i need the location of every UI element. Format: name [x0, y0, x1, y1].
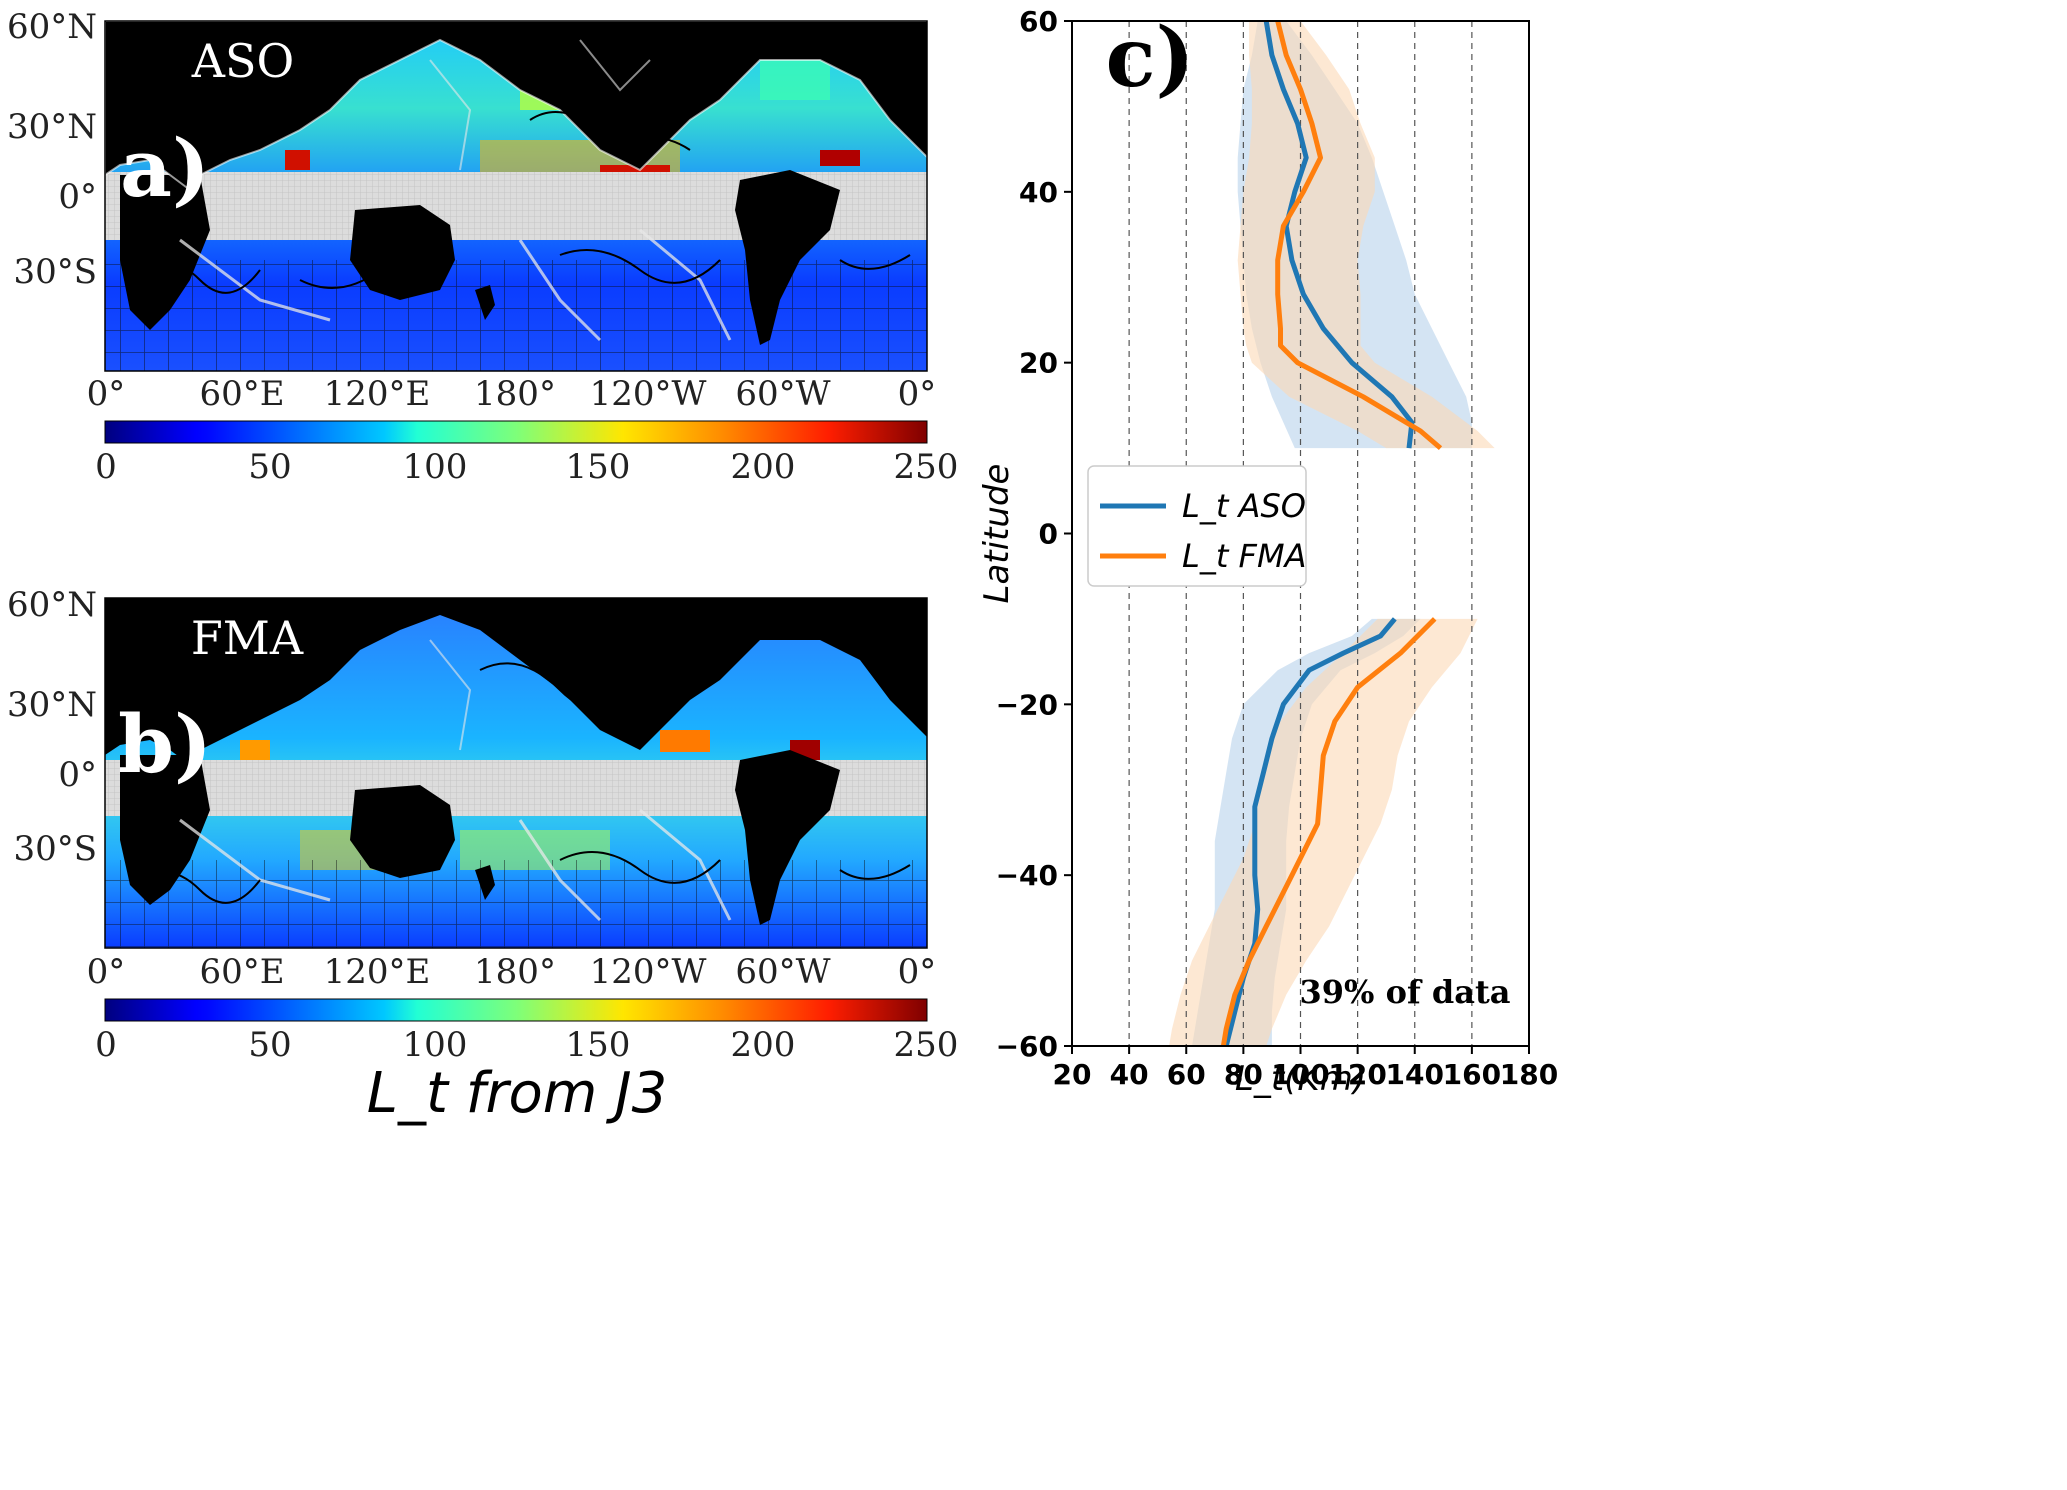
map-a-cbar-tick-4: 200 — [731, 447, 796, 487]
map-b-cbar-tick-4: 200 — [731, 1025, 796, 1065]
map-a-lat-axis: 60°N 30°N 0° 30°S — [7, 7, 97, 292]
panel-c-legend: L_t ASO L_t FMA — [1087, 465, 1307, 587]
map-a-cbar-tick-3: 150 — [566, 447, 631, 487]
map-b-cbar-tick-5: 250 — [894, 1025, 959, 1065]
legend-label-1: L_t FMA — [1182, 537, 1306, 575]
map-a: ASO a) 60°N 30°N 0° 30°S 0° 60°E 120°E 1… — [7, 7, 958, 487]
map-a-panel-label: a) — [120, 121, 210, 215]
map-a-lat-tick-2: 0° — [58, 177, 97, 217]
map-a-lat-tick-3: 30°S — [13, 252, 97, 292]
map-a-lat-tick-0: 60°N — [7, 7, 97, 47]
map-a-lon-tick-6: 0° — [898, 374, 937, 414]
x-tick-20: 20 — [1053, 1058, 1092, 1091]
map-b-field — [105, 598, 927, 948]
map-a-lon-tick-4: 120°W — [590, 374, 707, 414]
line-aso-north — [1263, 20, 1415, 449]
y-tick--60: −60 — [996, 1030, 1058, 1063]
map-a-colorbar — [104, 420, 928, 444]
panel-c-xlabel: L_t(Km) — [1235, 1059, 1366, 1099]
map-b-lat-tick-0: 60°N — [7, 585, 97, 625]
colorbar-title: L_t from J3 — [367, 1061, 667, 1126]
y-tick-0: 0 — [1039, 518, 1058, 551]
map-b-cbar-tick-0: 0 — [95, 1025, 117, 1065]
x-tick-140: 140 — [1386, 1058, 1444, 1091]
map-a-cbar-tick-2: 100 — [403, 447, 468, 487]
map-a-lon-axis: 0° 60°E 120°E 180° 120°W 60°W 0° — [87, 374, 937, 414]
map-b-lon-tick-3: 180° — [474, 952, 556, 992]
map-b-lat-axis: 60°N 30°N 0° 30°S — [7, 585, 97, 869]
map-b-lon-tick-4: 120°W — [590, 952, 707, 992]
map-b-lon-tick-5: 60°W — [735, 952, 830, 992]
map-b-lon-tick-0: 0° — [87, 952, 126, 992]
band-fma-south — [1169, 618, 1478, 1046]
x-tick-60: 60 — [1167, 1058, 1206, 1091]
line-fma-north — [1275, 20, 1443, 451]
map-a-colorbar-ticks: 0 50 100 150 200 250 — [95, 447, 958, 487]
map-b-lon-axis: 0° 60°E 120°E 180° 120°W 60°W 0° — [87, 952, 937, 992]
map-b: FMA b) 60°N 30°N 0° 30°S 0° 60°E 120°E 1… — [7, 585, 958, 1126]
map-b-colorbar-ticks: 0 50 100 150 200 250 — [95, 1025, 958, 1065]
map-b-lon-tick-1: 60°E — [199, 952, 284, 992]
map-a-cbar-tick-1: 50 — [248, 447, 291, 487]
map-a-lon-tick-5: 60°W — [735, 374, 830, 414]
map-a-lon-tick-1: 60°E — [199, 374, 284, 414]
map-b-lon-tick-2: 120°E — [324, 952, 431, 992]
x-tick-180: 180 — [1500, 1058, 1558, 1091]
map-b-cbar-tick-2: 100 — [403, 1025, 468, 1065]
map-b-lon-tick-6: 0° — [898, 952, 937, 992]
y-tick-40: 40 — [1019, 176, 1058, 209]
map-a-cbar-tick-0: 0 — [95, 447, 117, 487]
map-b-lat-tick-2: 0° — [58, 755, 97, 795]
map-b-cbar-tick-1: 50 — [248, 1025, 291, 1065]
map-b-lat-tick-3: 30°S — [13, 829, 97, 869]
map-a-lon-tick-3: 180° — [474, 374, 556, 414]
map-a-lon-tick-2: 120°E — [324, 374, 431, 414]
y-tick-60: 60 — [1019, 5, 1058, 38]
map-a-season-label: ASO — [191, 34, 294, 88]
x-tick-80: 80 — [1224, 1058, 1263, 1091]
map-b-panel-label: b) — [118, 697, 212, 791]
panel-c-annotation: 39% of data — [1300, 973, 1511, 1011]
map-a-lon-tick-0: 0° — [87, 374, 126, 414]
panel-c-y-ticks: −60 −40 −20 0 20 40 60 — [996, 5, 1072, 1063]
panel-c-ylabel: Latitude — [977, 464, 1017, 604]
y-tick--40: −40 — [996, 859, 1058, 892]
band-fma-north — [1237, 21, 1495, 449]
line-fma-south — [1220, 617, 1437, 1047]
panel-c-lines — [1220, 20, 1443, 1047]
x-tick-40: 40 — [1110, 1058, 1149, 1091]
map-a-cbar-tick-5: 250 — [894, 447, 959, 487]
map-b-colorbar — [104, 998, 928, 1022]
map-a-lat-tick-1: 30°N — [7, 107, 97, 147]
x-tick-100: 100 — [1271, 1058, 1329, 1091]
map-b-cbar-tick-3: 150 — [566, 1025, 631, 1065]
map-b-season-label: FMA — [191, 611, 304, 665]
legend-label-0: L_t ASO — [1182, 487, 1306, 525]
x-tick-120: 120 — [1328, 1058, 1386, 1091]
map-a-field — [105, 21, 927, 371]
y-tick--20: −20 — [996, 688, 1058, 721]
map-b-lat-tick-1: 30°N — [7, 685, 97, 725]
panel-c-label: c) — [1106, 10, 1195, 106]
x-tick-160: 160 — [1443, 1058, 1501, 1091]
y-tick-20: 20 — [1019, 347, 1058, 380]
